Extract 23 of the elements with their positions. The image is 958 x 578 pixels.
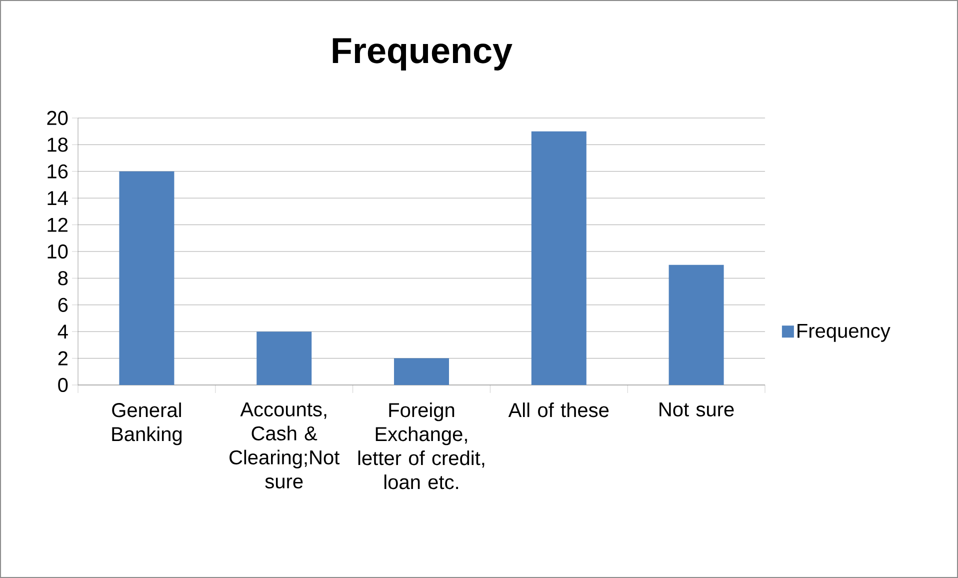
y-tick-label: 10: [48, 244, 68, 259]
bar: [119, 171, 174, 385]
y-tick-label: 8: [58, 271, 68, 286]
x-tick-label: Foreign Exchange, letter of credit, loan etc.: [358, 402, 484, 490]
chart-title: Frequency: [332, 38, 512, 70]
bar: [256, 332, 312, 385]
x-tick-label: Not sure: [660, 402, 734, 416]
x-tick-label: All of these: [508, 402, 609, 418]
bar: [531, 131, 586, 385]
y-tick-label: 16: [48, 164, 68, 178]
y-tick-label: 4: [58, 324, 68, 338]
x-tick-label: Accounts, Cash & Clearing;Not sure: [230, 402, 340, 488]
bar: [668, 264, 724, 385]
y-tick-label: 2: [58, 351, 68, 366]
y-tick-label: 0: [58, 378, 68, 392]
y-tick-label: 6: [58, 298, 68, 312]
y-tick-label: 18: [48, 138, 68, 152]
y-tick-label: 14: [48, 191, 68, 205]
bar: [394, 358, 450, 385]
y-tick-label: 20: [47, 110, 68, 126]
y-tick-label: 12: [48, 218, 68, 232]
x-tick-label: General Banking: [112, 402, 182, 446]
legend-label: Frequency: [798, 324, 890, 342]
